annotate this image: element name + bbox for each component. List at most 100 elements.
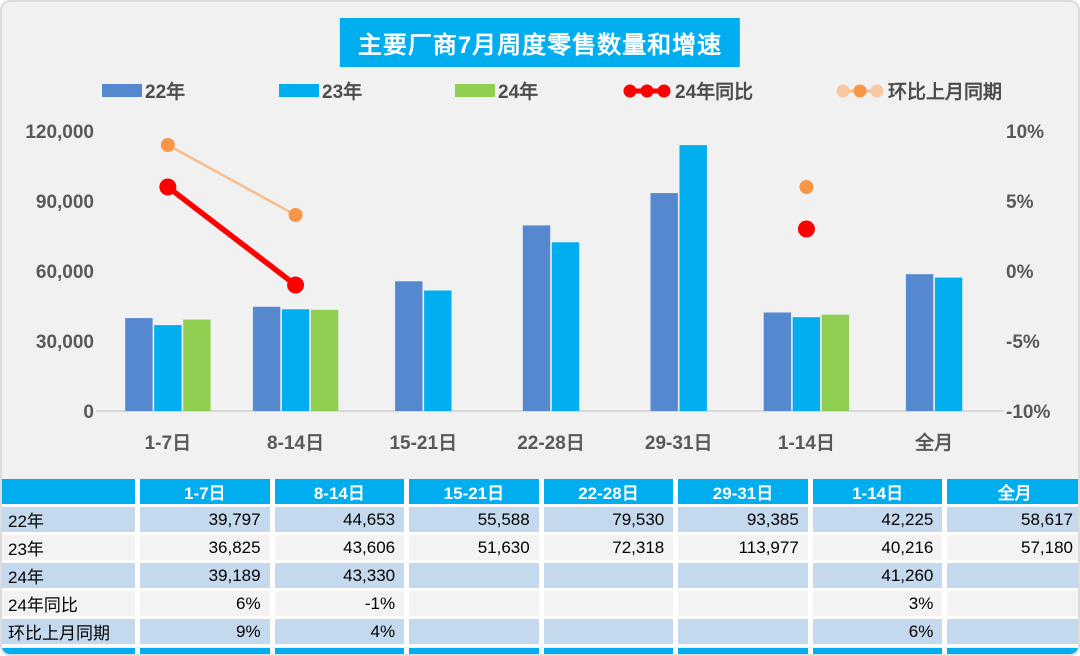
- table-header-cell: 1-14日: [812, 479, 948, 507]
- x-axis-label: 15-21日: [389, 433, 457, 454]
- bar-24年-1-14日: [821, 314, 850, 411]
- row-label: 24年: [2, 563, 140, 591]
- strip-divider: [135, 648, 140, 654]
- table-cell: 41,260: [812, 563, 948, 591]
- bar-22年-29-31日: [650, 193, 678, 411]
- row-label: 23年: [2, 535, 140, 563]
- strip-divider: [942, 648, 948, 654]
- table-header-cell: 全月: [947, 479, 1078, 507]
- table-cell: [543, 563, 679, 591]
- x-axis-label: 29-31日: [645, 433, 713, 454]
- table-cell: 55,588: [409, 507, 544, 535]
- table-header-cell: 8-14日: [274, 479, 410, 507]
- table-cell: [947, 591, 1078, 619]
- line-segment-环比上月同期: [167, 143, 297, 217]
- table-cell: 72,318: [543, 535, 679, 563]
- line-point-24年同比-1-14日: [797, 220, 815, 238]
- table-row: 23年 36,825 43,606 51,630 72,318 113,977 40,216…: [2, 535, 1078, 563]
- x-axis-label: 1-14日: [778, 433, 835, 454]
- table-cell: 42,225: [812, 507, 948, 535]
- legend-item-yoy: 24年同比: [622, 77, 753, 104]
- table-cell: 51,630: [409, 535, 544, 563]
- table-cell: [947, 619, 1078, 647]
- chart-title: 主要厂商7月周度零售数量和增速: [339, 18, 741, 67]
- table-row: 环比上月同期 9% 4% 6%: [2, 619, 1078, 647]
- x-axis-label: 8-14日: [267, 433, 324, 454]
- strip-divider: [807, 648, 813, 654]
- table-cell: 36,825: [140, 535, 275, 563]
- table-header-cell: [2, 479, 140, 507]
- table-cell: 39,189: [140, 563, 275, 591]
- table-cell: 43,330: [274, 563, 410, 591]
- table-cell: 9%: [140, 619, 275, 647]
- legend-label-22: 22年: [145, 82, 186, 103]
- table-header-row: 1-7日 8-14日 15-21日 22-28日 29-31日 1-14日 全月: [2, 479, 1078, 507]
- line-segment-24年同比: [166, 184, 298, 288]
- table-cell: 113,977: [678, 535, 813, 563]
- bar-23年-1-14日: [792, 317, 821, 411]
- legend-swatch-23-icon: [279, 84, 319, 97]
- table-cell: 93,385: [678, 507, 813, 535]
- bar-23年-29-31日: [679, 145, 707, 411]
- legend-line-dots-orange-icon: [836, 84, 884, 97]
- legend-item-24: 24年: [455, 77, 538, 104]
- table-cell: [409, 591, 544, 619]
- right-axis-tick: -10%: [1006, 402, 1050, 423]
- table-cell: 57,180: [947, 535, 1078, 563]
- legend-item-22: 22年: [102, 77, 185, 104]
- bar-22年-1-14日: [763, 312, 792, 411]
- table-cell: [409, 619, 544, 647]
- bar-23年-22-28日: [551, 242, 580, 411]
- table-header-cell: 15-21日: [409, 479, 544, 507]
- legend-item-mom: 环比上月同期: [835, 77, 1002, 104]
- table-cell: 3%: [812, 591, 948, 619]
- bar-22年-8-14日: [252, 306, 281, 411]
- legend-label-24: 24年: [498, 82, 539, 103]
- legend-swatch-24-icon: [455, 84, 495, 97]
- table-cell: [543, 619, 679, 647]
- table-row: 24年同比 6% -1% 3%: [2, 591, 1078, 619]
- line-point-环比上月同期-8-14日: [288, 208, 303, 222]
- row-label: 环比上月同期: [2, 619, 140, 647]
- line-point-24年同比-8-14日: [287, 276, 305, 294]
- table-cell: 79,530: [543, 507, 679, 535]
- table-cell: 39,797: [140, 507, 275, 535]
- table-cell: 4%: [274, 619, 410, 647]
- row-label: 22年: [2, 507, 140, 535]
- left-axis-tick: 60,000: [36, 262, 94, 283]
- bar-24年-1-7日: [183, 319, 211, 411]
- table-cell: [543, 591, 679, 619]
- strip-divider: [538, 648, 544, 654]
- right-axis-tick: 10%: [1006, 122, 1044, 143]
- bar-22年-1-7日: [125, 318, 153, 411]
- table-cell: 40,216: [812, 535, 948, 563]
- legend-label-23: 23年: [322, 82, 363, 103]
- combo-chart-plot: 0 30,000 60,000 90,000 120,000 -10% -5% 0% 5% 10%…: [25, 122, 1050, 454]
- row-label: 24年同比: [2, 591, 140, 619]
- table-cell: [678, 619, 813, 647]
- line-point-环比上月同期-1-7日: [160, 138, 175, 152]
- left-axis-tick: 0: [83, 402, 94, 423]
- table-cell: [678, 563, 813, 591]
- table-cell: -1%: [274, 591, 410, 619]
- table-cell: 43,606: [274, 535, 410, 563]
- legend-swatch-22-icon: [102, 84, 142, 97]
- table-cell: 6%: [812, 619, 948, 647]
- strip-divider: [269, 648, 275, 654]
- bar-22年-15-21日: [395, 281, 423, 411]
- table-cell: 58,617: [947, 507, 1078, 535]
- left-axis-tick: 120,000: [25, 122, 94, 143]
- bar-23年-8-14日: [281, 309, 310, 411]
- strip-divider: [404, 648, 410, 654]
- data-table: 1-7日 8-14日 15-21日 22-28日 29-31日 1-14日 全月 22年 39…: [2, 479, 1078, 647]
- table-row: 22年 39,797 44,653 55,588 79,530 93,385 42,225 5…: [2, 507, 1078, 535]
- right-axis-tick: -5%: [1006, 332, 1040, 353]
- legend-label-mom: 环比上月同期: [888, 82, 1003, 103]
- legend-item-23: 23年: [279, 77, 362, 104]
- table-header-cell: 29-31日: [678, 479, 813, 507]
- table-header-cell: 1-7日: [140, 479, 275, 507]
- x-axis-label: 1-7日: [145, 433, 191, 454]
- legend-line-dots-red-icon: [623, 84, 671, 97]
- line-point-环比上月同期-1-14日: [799, 180, 814, 194]
